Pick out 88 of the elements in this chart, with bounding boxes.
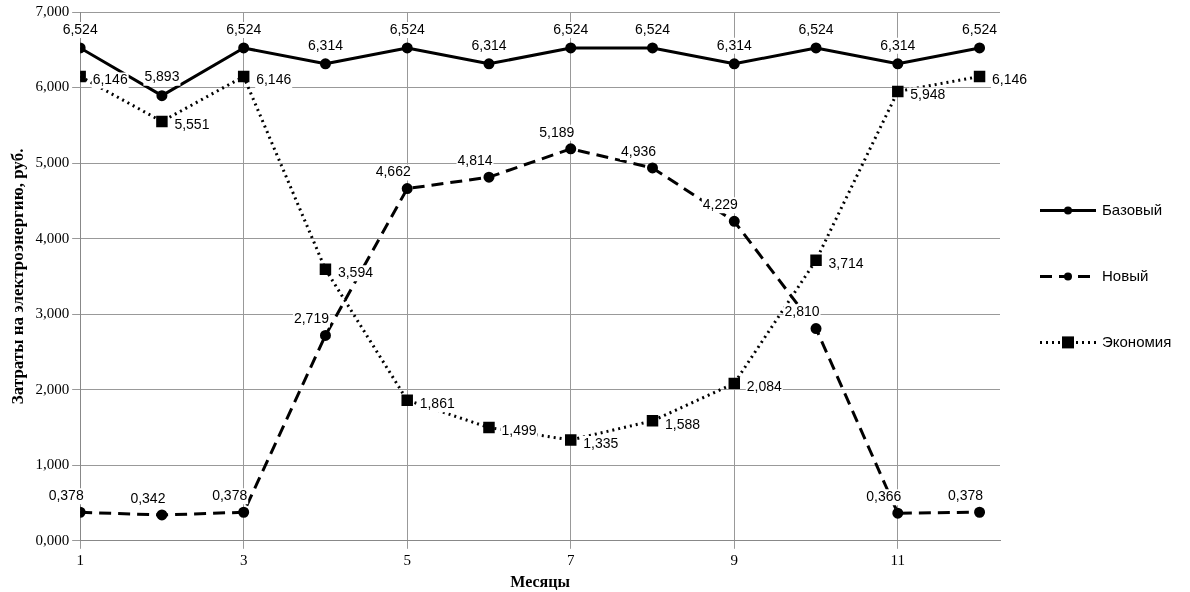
- x-tick-label: 7: [566, 551, 575, 568]
- legend-label: Новый: [1102, 266, 1149, 284]
- x-axis-title: Месяцы: [510, 572, 571, 590]
- data-label: 0,366: [866, 488, 902, 505]
- data-label: 3,714: [828, 255, 864, 272]
- point: [319, 329, 331, 341]
- y-tick-label: 5,000: [35, 154, 70, 171]
- data-label: 4,936: [620, 142, 657, 159]
- point: [974, 506, 986, 518]
- data-label: 2,719: [293, 310, 330, 327]
- data-label: 4,814: [457, 152, 493, 168]
- y-tick-label: 7,000: [35, 2, 70, 19]
- point: [156, 115, 168, 128]
- data-label: 6,524: [798, 20, 834, 37]
- y-tick-label: 2,000: [35, 380, 70, 397]
- point: [156, 90, 168, 102]
- data-label: 6,524: [553, 20, 589, 37]
- point: [892, 85, 904, 98]
- data-label: 6,146: [256, 71, 292, 88]
- point: [319, 58, 331, 70]
- data-label: 6,314: [716, 36, 752, 53]
- point: [319, 263, 332, 276]
- data-label: 0,378: [212, 487, 248, 504]
- data-label: 0,378: [48, 487, 84, 504]
- data-label: 6,524: [634, 20, 671, 37]
- data-label: 5,948: [910, 86, 946, 103]
- data-label: 0,378: [948, 487, 984, 504]
- data-label: 6,524: [389, 20, 425, 37]
- point: [646, 415, 659, 427]
- point: [565, 143, 577, 155]
- data-label: 4,662: [375, 163, 411, 180]
- point: [237, 70, 250, 83]
- point: [810, 42, 822, 54]
- point: [892, 507, 904, 519]
- point: [483, 171, 495, 183]
- point: [238, 506, 250, 518]
- y-tick-label: 6,000: [35, 78, 70, 95]
- x-tick-label: 1: [76, 551, 84, 568]
- legend-label: Базовый: [1102, 200, 1163, 218]
- point: [892, 58, 904, 70]
- data-label: 1,861: [419, 395, 455, 412]
- data-label: 6,524: [226, 20, 262, 37]
- x-tick-label: 5: [403, 551, 411, 568]
- point: [156, 509, 168, 521]
- point: [401, 42, 413, 54]
- point: [728, 58, 740, 70]
- y-axis-title: Затраты на электроэнергию, руб.: [7, 148, 27, 405]
- data-label: 6,314: [880, 36, 916, 53]
- y-tick-label: 1,000: [35, 456, 70, 473]
- data-label: 5,551: [174, 116, 210, 133]
- point: [565, 42, 577, 54]
- point: [483, 58, 495, 70]
- data-label: 1,335: [583, 434, 619, 451]
- point: [483, 421, 495, 434]
- data-label: 5,189: [539, 123, 575, 140]
- data-label: 3,594: [337, 264, 374, 281]
- point: [238, 42, 250, 54]
- y-tick-label: 4,000: [35, 229, 70, 246]
- data-label: 1,588: [664, 415, 701, 432]
- data-label: 0,342: [130, 489, 166, 506]
- point: [647, 162, 658, 174]
- point: [810, 323, 822, 335]
- point: [564, 434, 577, 446]
- x-tick-label: 9: [730, 551, 739, 568]
- data-label: 5,893: [144, 68, 180, 85]
- legend-label: Экономия: [1102, 332, 1172, 350]
- data-label: 4,229: [702, 196, 738, 213]
- point: [810, 254, 822, 266]
- data-label: 6,314: [307, 36, 344, 53]
- y-tick-label: 3,000: [35, 305, 70, 322]
- x-tick-label: 3: [239, 551, 248, 568]
- point: [974, 42, 986, 54]
- point: [728, 215, 740, 227]
- data-label: 6,314: [471, 36, 507, 53]
- data-label: 6,524: [962, 20, 998, 37]
- data-label: 2,084: [746, 378, 782, 395]
- point: [647, 42, 658, 54]
- data-label: 6,146: [92, 71, 128, 88]
- point: [728, 377, 741, 390]
- data-label: 2,810: [784, 303, 820, 320]
- point: [973, 70, 986, 83]
- data-label: 6,146: [992, 71, 1028, 88]
- data-label: 6,524: [62, 20, 98, 37]
- y-tick-label: 0,000: [35, 531, 70, 548]
- point: [401, 394, 413, 406]
- point: [401, 183, 413, 195]
- data-label: 1,499: [501, 422, 537, 439]
- x-tick-label: 11: [890, 551, 906, 568]
